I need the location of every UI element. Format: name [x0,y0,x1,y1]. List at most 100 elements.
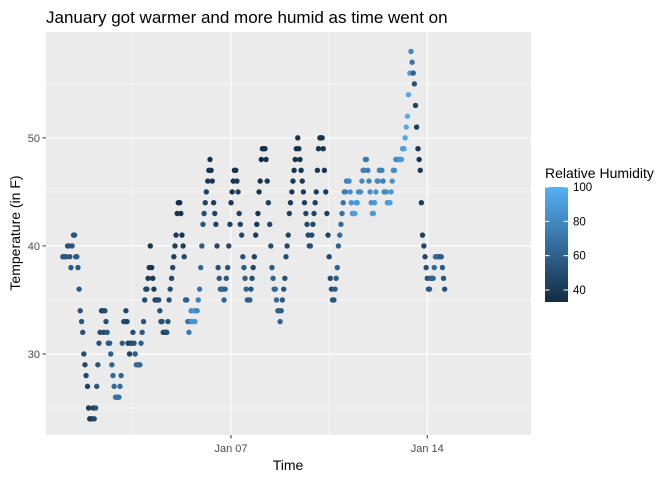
data-point [210,200,217,206]
data-point [116,394,122,400]
data-point [80,329,86,336]
data-point [383,189,390,195]
data-point [227,221,233,228]
data-point [71,232,78,238]
data-point [263,156,269,163]
y-axis-title: Temperature (in F) [7,175,23,290]
legend-title: Relative Humidity [545,165,654,181]
data-point [247,297,253,303]
data-point [68,264,74,271]
legend: Relative Humidity 40 60 80 100 [545,165,654,302]
data-point [363,156,370,163]
data-point [262,145,268,152]
data-point [298,167,304,173]
data-point [167,286,173,292]
data-point [84,383,91,390]
data-point [270,275,276,282]
data-point [281,286,287,292]
data-point [304,221,310,228]
data-point [268,243,274,249]
data-point [198,264,204,271]
data-point [83,372,89,379]
data-point [106,340,113,346]
data-point [94,383,100,390]
data-point [243,286,249,292]
data-point [297,156,303,163]
data-point [365,167,371,173]
data-point [272,286,279,292]
data-point [186,329,192,336]
data-point [233,167,239,173]
data-point [203,189,210,195]
data-point [180,243,186,249]
data-point [157,308,163,314]
data-point [440,275,447,282]
data-point [331,297,337,303]
data-point [335,243,342,249]
data-point [388,189,394,195]
data-point [338,221,344,228]
data-point [418,200,425,206]
data-point [327,275,333,282]
data-point [311,210,317,217]
data-point [223,275,229,282]
data-point [208,167,214,173]
data-point [379,167,385,173]
x-tick-label: Jan 07 [215,443,248,455]
data-point [166,297,172,303]
data-point [391,167,398,173]
data-point [123,308,129,314]
data-point [417,167,423,173]
data-point [416,156,422,163]
data-point [242,275,248,282]
data-point [333,275,339,282]
data-point [196,286,203,292]
data-point [371,200,378,206]
data-point [300,189,307,195]
data-point [92,405,99,411]
data-point [75,264,81,271]
data-point [267,221,273,228]
data-point [224,264,231,271]
data-point [248,286,254,292]
data-point [212,210,218,217]
data-points [60,48,448,422]
data-point [238,232,245,238]
data-point [234,178,240,184]
data-point [321,167,328,173]
data-point [410,70,416,76]
data-point [207,156,213,163]
data-point [126,351,133,357]
data-point [138,340,144,346]
data-point [172,243,178,249]
data-point [150,275,156,282]
data-point [421,243,427,249]
y-tick-label: 40 [28,241,40,253]
data-point [255,210,261,217]
data-point [426,286,433,292]
data-point [132,351,138,357]
data-point [109,362,115,368]
data-point [332,286,338,292]
data-point [324,210,330,217]
data-point [215,264,221,271]
data-point [103,318,109,325]
legend-ticks: 40 60 80 100 [545,182,592,297]
data-point [299,178,305,184]
data-point [104,329,110,336]
data-point [309,232,315,238]
data-point [408,48,414,55]
data-point [387,200,393,206]
data-point [184,297,190,303]
data-point [439,264,446,271]
data-point [221,297,227,303]
data-point [151,286,157,292]
data-point [319,135,325,141]
data-point [326,254,332,260]
data-point [285,232,291,238]
data-point [124,318,130,325]
data-point [130,329,136,336]
data-point [81,351,87,357]
data-point [250,264,256,271]
